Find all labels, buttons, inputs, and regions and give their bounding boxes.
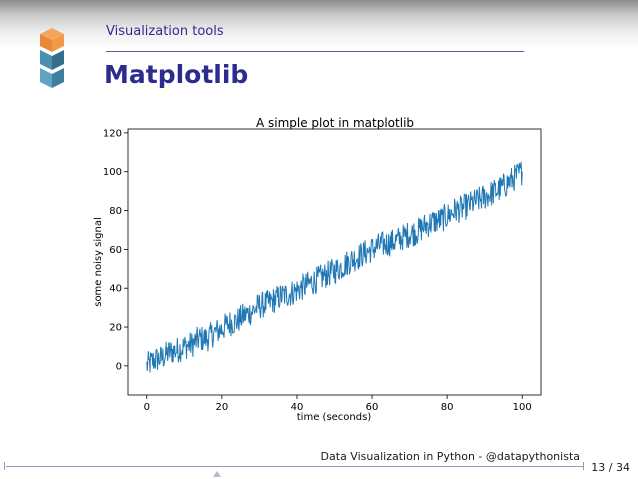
header-shade [0,0,638,48]
page-number: 13 / 34 [591,461,630,474]
navigation-up-arrow-icon[interactable] [213,471,221,477]
chart-title: A simple plot in matplotlib [256,116,414,130]
y-tick-label: 60 [109,245,122,256]
section-title: Visualization tools [106,24,224,39]
line-chart: A simple plot in matplotlib 0 20 40 60 80 100… [93,116,542,423]
footer-rule-end [583,462,584,470]
x-tick-label: 0 [144,402,150,413]
footer-text: Data Visualization in Python - @datapyth… [320,450,580,463]
x-axis-label: time (seconds) [297,412,372,423]
y-tick-label: 120 [103,128,122,139]
x-tick-label: 20 [215,402,228,413]
y-axis-label: some noisy signal [93,217,104,307]
footer-rule-end [4,462,5,470]
x-tick-label: 80 [441,402,454,413]
y-axis-ticks: 0 20 40 60 80 100 120 [103,128,128,372]
title-divider [106,51,524,52]
cube-logo-icon [40,28,64,88]
y-tick-label: 40 [109,284,122,295]
x-tick-label: 40 [291,402,304,413]
slide-title: Matplotlib [104,60,249,89]
x-tick-label: 60 [366,402,379,413]
plot-area-frame [127,128,542,396]
y-tick-label: 100 [103,167,122,178]
x-tick-label: 100 [513,402,532,413]
y-tick-label: 80 [109,206,122,217]
y-tick-label: 0 [116,361,122,372]
footer-divider [6,466,584,467]
series-line-signal [146,161,523,373]
x-axis-ticks: 0 20 40 60 80 100 [144,395,532,413]
y-tick-label: 20 [109,323,122,334]
